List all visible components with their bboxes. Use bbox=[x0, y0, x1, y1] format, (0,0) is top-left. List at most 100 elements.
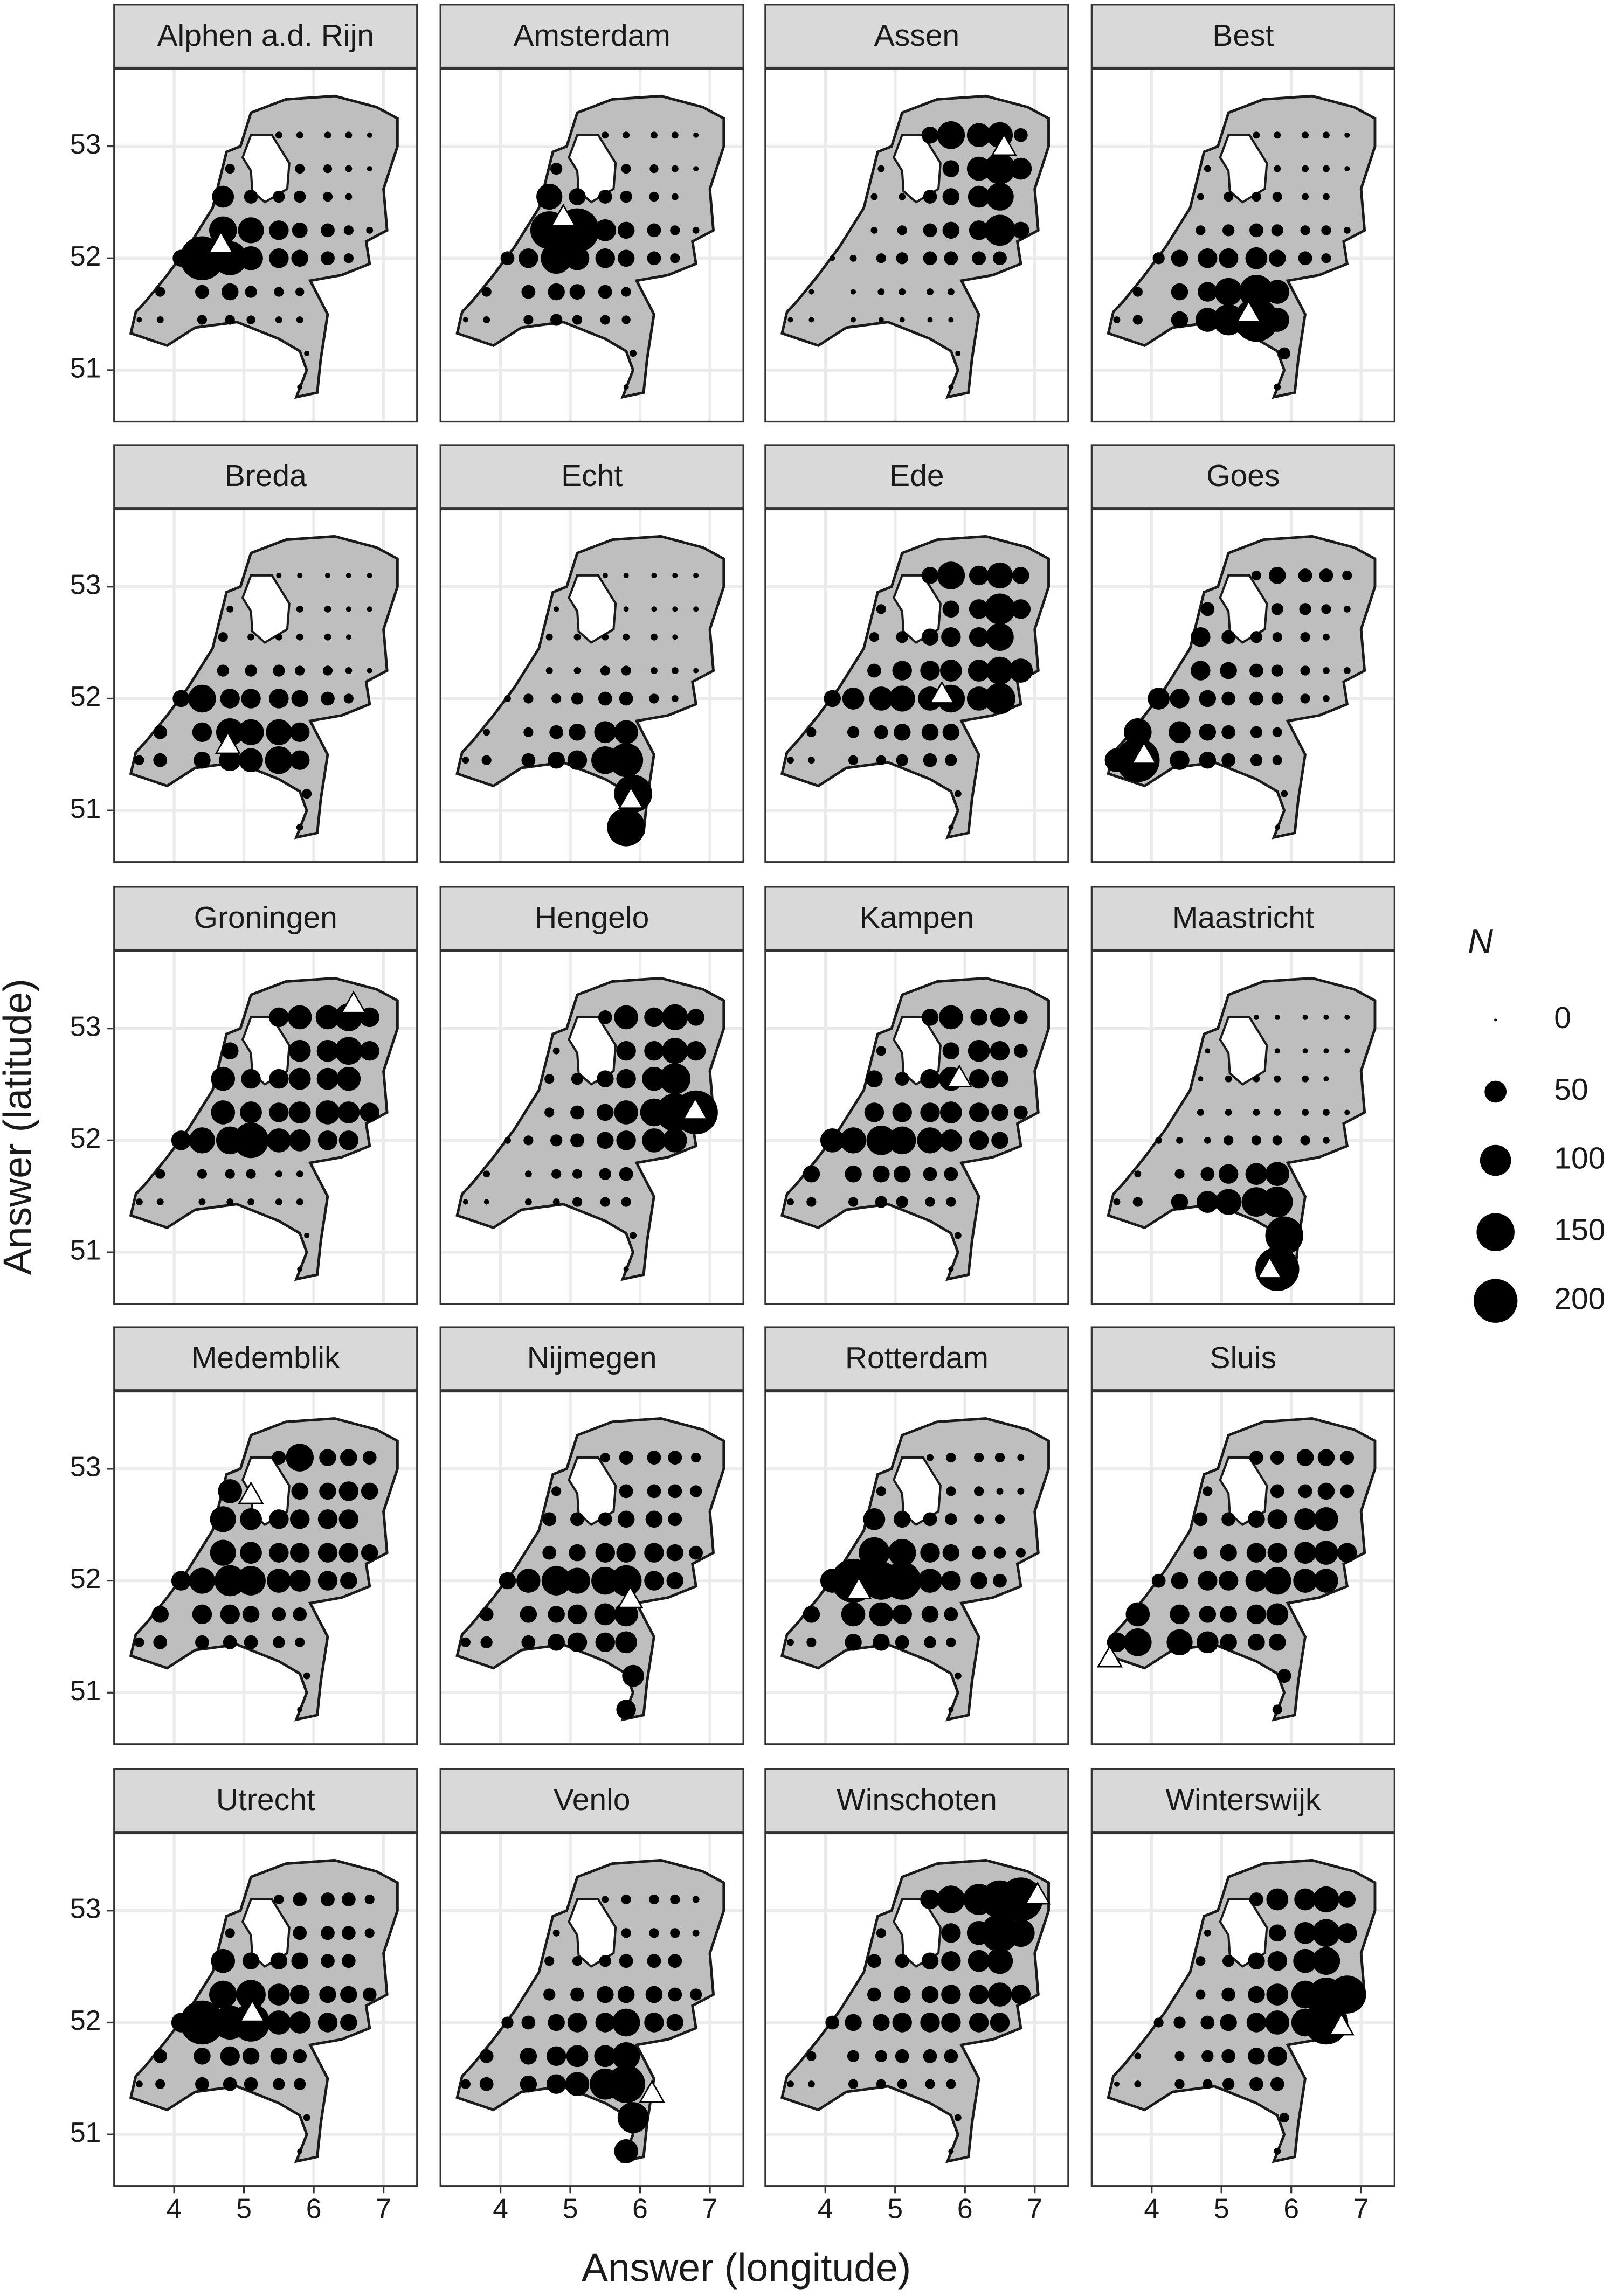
bubble bbox=[893, 1510, 911, 1528]
bubble bbox=[970, 1572, 987, 1590]
bubble bbox=[1300, 1135, 1310, 1146]
bubble bbox=[945, 754, 957, 766]
bubble bbox=[273, 2078, 285, 2090]
legend-label: 200 bbox=[1554, 1281, 1605, 1316]
bubble bbox=[845, 1165, 862, 1183]
bubble bbox=[226, 605, 234, 613]
y-tick-label: 53 bbox=[70, 1010, 101, 1042]
x-tick-label: 4 bbox=[167, 2193, 182, 2224]
bubble bbox=[948, 384, 954, 390]
bubble bbox=[600, 1452, 610, 1463]
bubble bbox=[644, 1041, 664, 1061]
bubble bbox=[875, 1196, 888, 1208]
bubble bbox=[1012, 221, 1029, 239]
bubble bbox=[192, 722, 212, 742]
bubble bbox=[340, 1986, 357, 2003]
bubble bbox=[269, 248, 289, 268]
bubble bbox=[614, 1005, 638, 1030]
bubble bbox=[954, 2114, 962, 2121]
bubble bbox=[460, 2079, 471, 2089]
bubble bbox=[304, 350, 310, 356]
bubble bbox=[597, 1070, 614, 1087]
lake bbox=[241, 134, 291, 204]
bubble bbox=[616, 1130, 636, 1150]
bubble bbox=[847, 2050, 860, 2062]
bubble bbox=[554, 606, 559, 612]
bubble bbox=[1251, 1135, 1262, 1146]
bubble bbox=[1274, 131, 1281, 139]
bubble bbox=[987, 1982, 1012, 2007]
bubble bbox=[946, 2079, 956, 2089]
bubble bbox=[1171, 311, 1188, 329]
bubble bbox=[238, 217, 264, 244]
bubble bbox=[1317, 1482, 1335, 1500]
bubble bbox=[621, 315, 631, 324]
bubble bbox=[483, 1199, 489, 1205]
bubble bbox=[1221, 1512, 1236, 1527]
bubble bbox=[296, 1170, 303, 1178]
bubble bbox=[877, 288, 885, 296]
panel: Rotterdam bbox=[764, 1326, 1069, 1745]
bubble bbox=[292, 222, 308, 238]
bubble bbox=[1269, 249, 1286, 267]
bubble bbox=[189, 1567, 216, 1594]
bubble bbox=[295, 665, 305, 676]
bubble bbox=[1338, 1891, 1356, 1908]
bubble bbox=[944, 2049, 958, 2063]
bubble bbox=[362, 1987, 377, 2002]
bubble bbox=[1274, 1075, 1281, 1083]
bubble bbox=[1204, 165, 1211, 172]
bubble bbox=[787, 1639, 794, 1646]
bubble bbox=[274, 287, 284, 297]
lake bbox=[568, 1456, 617, 1527]
bubble bbox=[1272, 191, 1282, 202]
bubble bbox=[462, 757, 469, 764]
bubble bbox=[1250, 631, 1263, 643]
bubble bbox=[567, 750, 588, 770]
bubble bbox=[600, 315, 610, 325]
bubble bbox=[824, 690, 841, 707]
bubble bbox=[1302, 1075, 1309, 1083]
panel: Goes bbox=[1090, 444, 1395, 863]
bubble bbox=[867, 663, 881, 678]
bubble bbox=[155, 287, 165, 297]
bubble bbox=[920, 1069, 940, 1089]
panel-border bbox=[113, 1832, 418, 2187]
bubble bbox=[345, 165, 353, 172]
bubble bbox=[134, 1637, 144, 1647]
bubble bbox=[1269, 1924, 1286, 1942]
bubble bbox=[273, 190, 285, 203]
bubble bbox=[672, 634, 678, 640]
bubble bbox=[194, 2048, 211, 2065]
bubble bbox=[1300, 665, 1310, 676]
strip-label: Best bbox=[1212, 18, 1274, 53]
bubble bbox=[939, 660, 962, 682]
bubble bbox=[689, 1545, 703, 1560]
bubble bbox=[623, 633, 630, 641]
bubble bbox=[1124, 718, 1152, 746]
bubble bbox=[942, 1544, 960, 1562]
strip-label: Winterswijk bbox=[1165, 1782, 1321, 1817]
bubble bbox=[573, 667, 581, 674]
bubble bbox=[1191, 627, 1211, 647]
bubble bbox=[986, 562, 1013, 589]
bubble bbox=[1271, 603, 1283, 615]
bubble bbox=[544, 1074, 555, 1084]
bubble bbox=[317, 1130, 338, 1150]
bubble bbox=[523, 315, 534, 325]
bubble bbox=[859, 1537, 890, 1569]
bubble bbox=[324, 131, 331, 139]
bubble bbox=[572, 1197, 583, 1207]
bubble bbox=[288, 2011, 311, 2034]
bubble bbox=[863, 1508, 886, 1530]
bubble bbox=[136, 317, 142, 323]
bubble bbox=[941, 1985, 961, 2004]
bubble bbox=[291, 1952, 308, 1970]
bubble bbox=[286, 1444, 314, 1472]
bubble bbox=[1201, 2050, 1214, 2062]
legend-bubble bbox=[1484, 1080, 1507, 1103]
bubble bbox=[803, 1606, 820, 1623]
bubble bbox=[296, 633, 303, 641]
bubble bbox=[220, 1604, 240, 1625]
bubble bbox=[598, 691, 612, 706]
